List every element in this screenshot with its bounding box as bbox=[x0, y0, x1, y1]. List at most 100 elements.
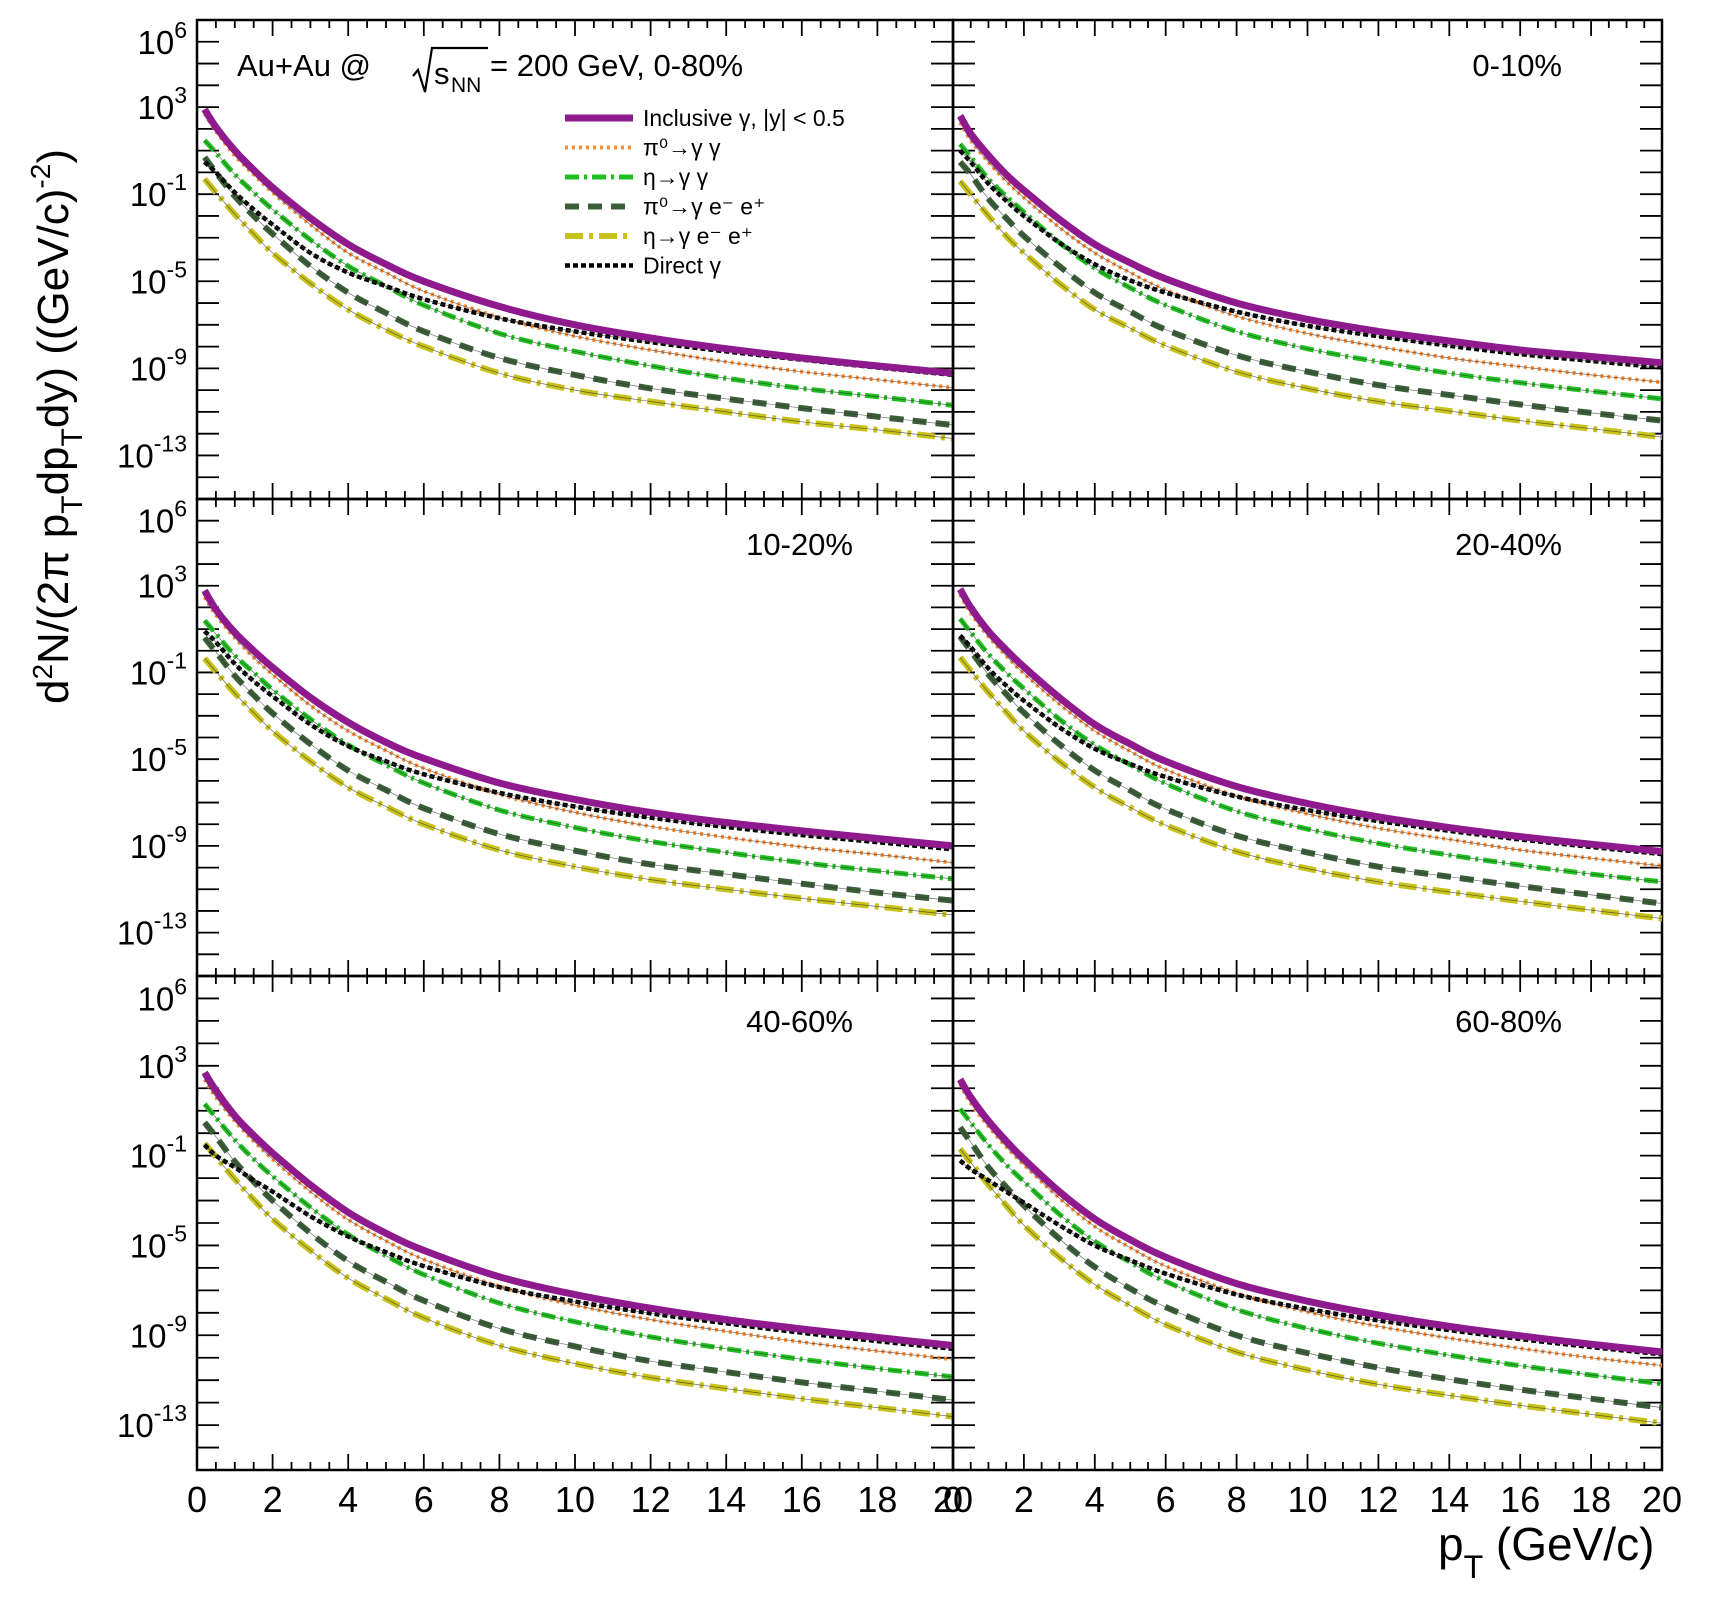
panels: 10610310-110-510-910-130-10%10610310-110… bbox=[117, 17, 1682, 1520]
legend-label-eta_gg: η→γ γ bbox=[643, 164, 709, 190]
series-core-eta_gg bbox=[959, 1108, 1663, 1385]
y-tick-label: 10-13 bbox=[117, 908, 187, 952]
y-tick-label: 10-1 bbox=[130, 169, 187, 213]
series-core-pi0_gee bbox=[959, 636, 1663, 904]
x-tick-label: 16 bbox=[1500, 1479, 1540, 1520]
panel-label: 40-60% bbox=[746, 1004, 853, 1039]
y-tick-label: 10-1 bbox=[130, 647, 187, 691]
y-tick-label: 10-1 bbox=[130, 1131, 187, 1175]
series-line-inclusive bbox=[957, 113, 1663, 367]
x-tick-label: 8 bbox=[1227, 1479, 1247, 1520]
series-line-inclusive bbox=[201, 1070, 954, 1349]
x-tick-label: 12 bbox=[631, 1479, 671, 1520]
y-tick-label: 10-9 bbox=[130, 821, 187, 865]
x-tick-label: 4 bbox=[338, 1479, 358, 1520]
y-tick-label: 10-5 bbox=[130, 256, 187, 300]
figure-title: Au+Au @ bbox=[237, 48, 371, 83]
series-core-direct bbox=[204, 1144, 954, 1350]
panel-0-80%: 106 103 10-1 10-5 10-9 10-13 bbox=[117, 17, 955, 501]
panel-20-40%: 20-40% bbox=[951, 497, 1664, 978]
legend-label-eta_gee: η→γ e⁻ e⁺ bbox=[643, 223, 753, 249]
series-group bbox=[957, 587, 1663, 922]
legend-label-direct: Direct γ bbox=[643, 253, 721, 279]
series-core-pi0_gg bbox=[204, 596, 954, 863]
y-tick-label: 103 bbox=[137, 561, 187, 605]
x-tick-label: 0 bbox=[943, 1479, 963, 1520]
series-group bbox=[201, 588, 954, 918]
title-energy-text: = 200 GeV, 0-80% bbox=[490, 48, 743, 83]
x-tick-label: 20 bbox=[1642, 1479, 1682, 1520]
x-tick-label: 20 bbox=[933, 1479, 973, 1520]
series-group bbox=[201, 1070, 954, 1420]
series-core-pi0_gee bbox=[959, 161, 1663, 421]
x-tick-label: 18 bbox=[857, 1479, 897, 1520]
y-tick-label: 10-9 bbox=[130, 1310, 187, 1354]
series-line-inclusive bbox=[957, 587, 1663, 855]
panel-0-10%: 0-10% bbox=[951, 18, 1664, 501]
series-core-eta_gg bbox=[204, 139, 954, 406]
legend: Inclusive γ, |y| < 0.5 π⁰→γ γ η→γ γ π⁰→γ e⁻… bbox=[565, 105, 845, 279]
y-tick-label: 106 bbox=[137, 17, 187, 61]
legend-label-pi0_gee: π⁰→γ e⁻ e⁺ bbox=[643, 194, 765, 220]
y-tick-label: 103 bbox=[137, 82, 187, 126]
panel-60-80%: 0 2 4 6 8 10 12 14 16 18 20 60-80% bbox=[943, 974, 1682, 1520]
x-tick-label: 18 bbox=[1571, 1479, 1611, 1520]
x-tick-label: 6 bbox=[414, 1479, 434, 1520]
x-tick-label: 14 bbox=[1429, 1479, 1469, 1520]
series-core-direct bbox=[204, 630, 954, 850]
series-group bbox=[201, 107, 954, 442]
y-tick-label: 10-9 bbox=[130, 343, 187, 387]
series-core-eta_gee bbox=[959, 657, 1663, 919]
x-tick-label: 10 bbox=[555, 1479, 595, 1520]
series-line-inclusive bbox=[957, 1077, 1663, 1356]
panel-label: 0-10% bbox=[1472, 48, 1562, 83]
series-core-pi0_gg bbox=[959, 1084, 1663, 1366]
y-tick-label: 10-13 bbox=[117, 1400, 187, 1444]
y-tick-label: 10-5 bbox=[130, 734, 187, 778]
series-core-pi0_gg bbox=[959, 122, 1663, 383]
panel-label: 60-80% bbox=[1455, 1004, 1562, 1039]
series-line-inclusive bbox=[201, 107, 954, 377]
series-core-eta_gg bbox=[204, 620, 954, 880]
legend-label-inclusive: Inclusive γ, |y| < 0.5 bbox=[643, 105, 845, 131]
series-core-eta_gg bbox=[204, 1103, 954, 1378]
panel-label: 10-20% bbox=[746, 527, 853, 562]
series-core-direct bbox=[959, 150, 1663, 368]
series-core-eta_gee bbox=[959, 1148, 1663, 1424]
y-tick-label: 10-13 bbox=[117, 430, 187, 474]
x-tick-label: 8 bbox=[489, 1479, 509, 1520]
series-group bbox=[957, 113, 1663, 441]
series-core-eta_gee bbox=[204, 178, 954, 439]
series-core-eta_gee bbox=[204, 658, 954, 916]
y-tick-label: 106 bbox=[137, 973, 187, 1017]
series-core-pi0_gee bbox=[204, 156, 954, 426]
x-tick-label: 0 bbox=[187, 1479, 207, 1520]
series-core-eta_gg bbox=[959, 618, 1663, 883]
y-tick-label: 10-5 bbox=[130, 1220, 187, 1264]
panel-label: 20-40% bbox=[1455, 527, 1562, 562]
series-core-pi0_gee bbox=[959, 1127, 1663, 1408]
series-core-pi0_gg bbox=[204, 1079, 954, 1360]
series-core-eta_gee bbox=[959, 180, 1663, 438]
series-core-eta_gg bbox=[959, 143, 1663, 400]
x-tick-label: 12 bbox=[1358, 1479, 1398, 1520]
x-tick-label: 16 bbox=[782, 1479, 822, 1520]
legend-label-pi0_gg: π⁰→γ γ bbox=[643, 135, 721, 161]
x-tick-label: 2 bbox=[1014, 1479, 1034, 1520]
series-line-inclusive bbox=[201, 588, 954, 850]
sqrt-symbol bbox=[412, 46, 488, 93]
series-group bbox=[957, 1077, 1663, 1427]
x-tick-label: 2 bbox=[263, 1479, 283, 1520]
y-tick-label: 106 bbox=[137, 496, 187, 540]
x-tick-label: 14 bbox=[706, 1479, 746, 1520]
y-axis-label: d2N/(2π pTdpTdy) ((GeV/c)-2) bbox=[25, 149, 89, 704]
series-core-eta_gee bbox=[204, 1143, 954, 1417]
title-root-text: s bbox=[434, 56, 450, 91]
x-tick-label: 6 bbox=[1156, 1479, 1176, 1520]
x-tick-label: 4 bbox=[1085, 1479, 1105, 1520]
series-core-pi0_gee bbox=[204, 637, 954, 901]
series-core-pi0_gg bbox=[959, 594, 1663, 867]
title-root-subscript: NN bbox=[451, 74, 481, 97]
